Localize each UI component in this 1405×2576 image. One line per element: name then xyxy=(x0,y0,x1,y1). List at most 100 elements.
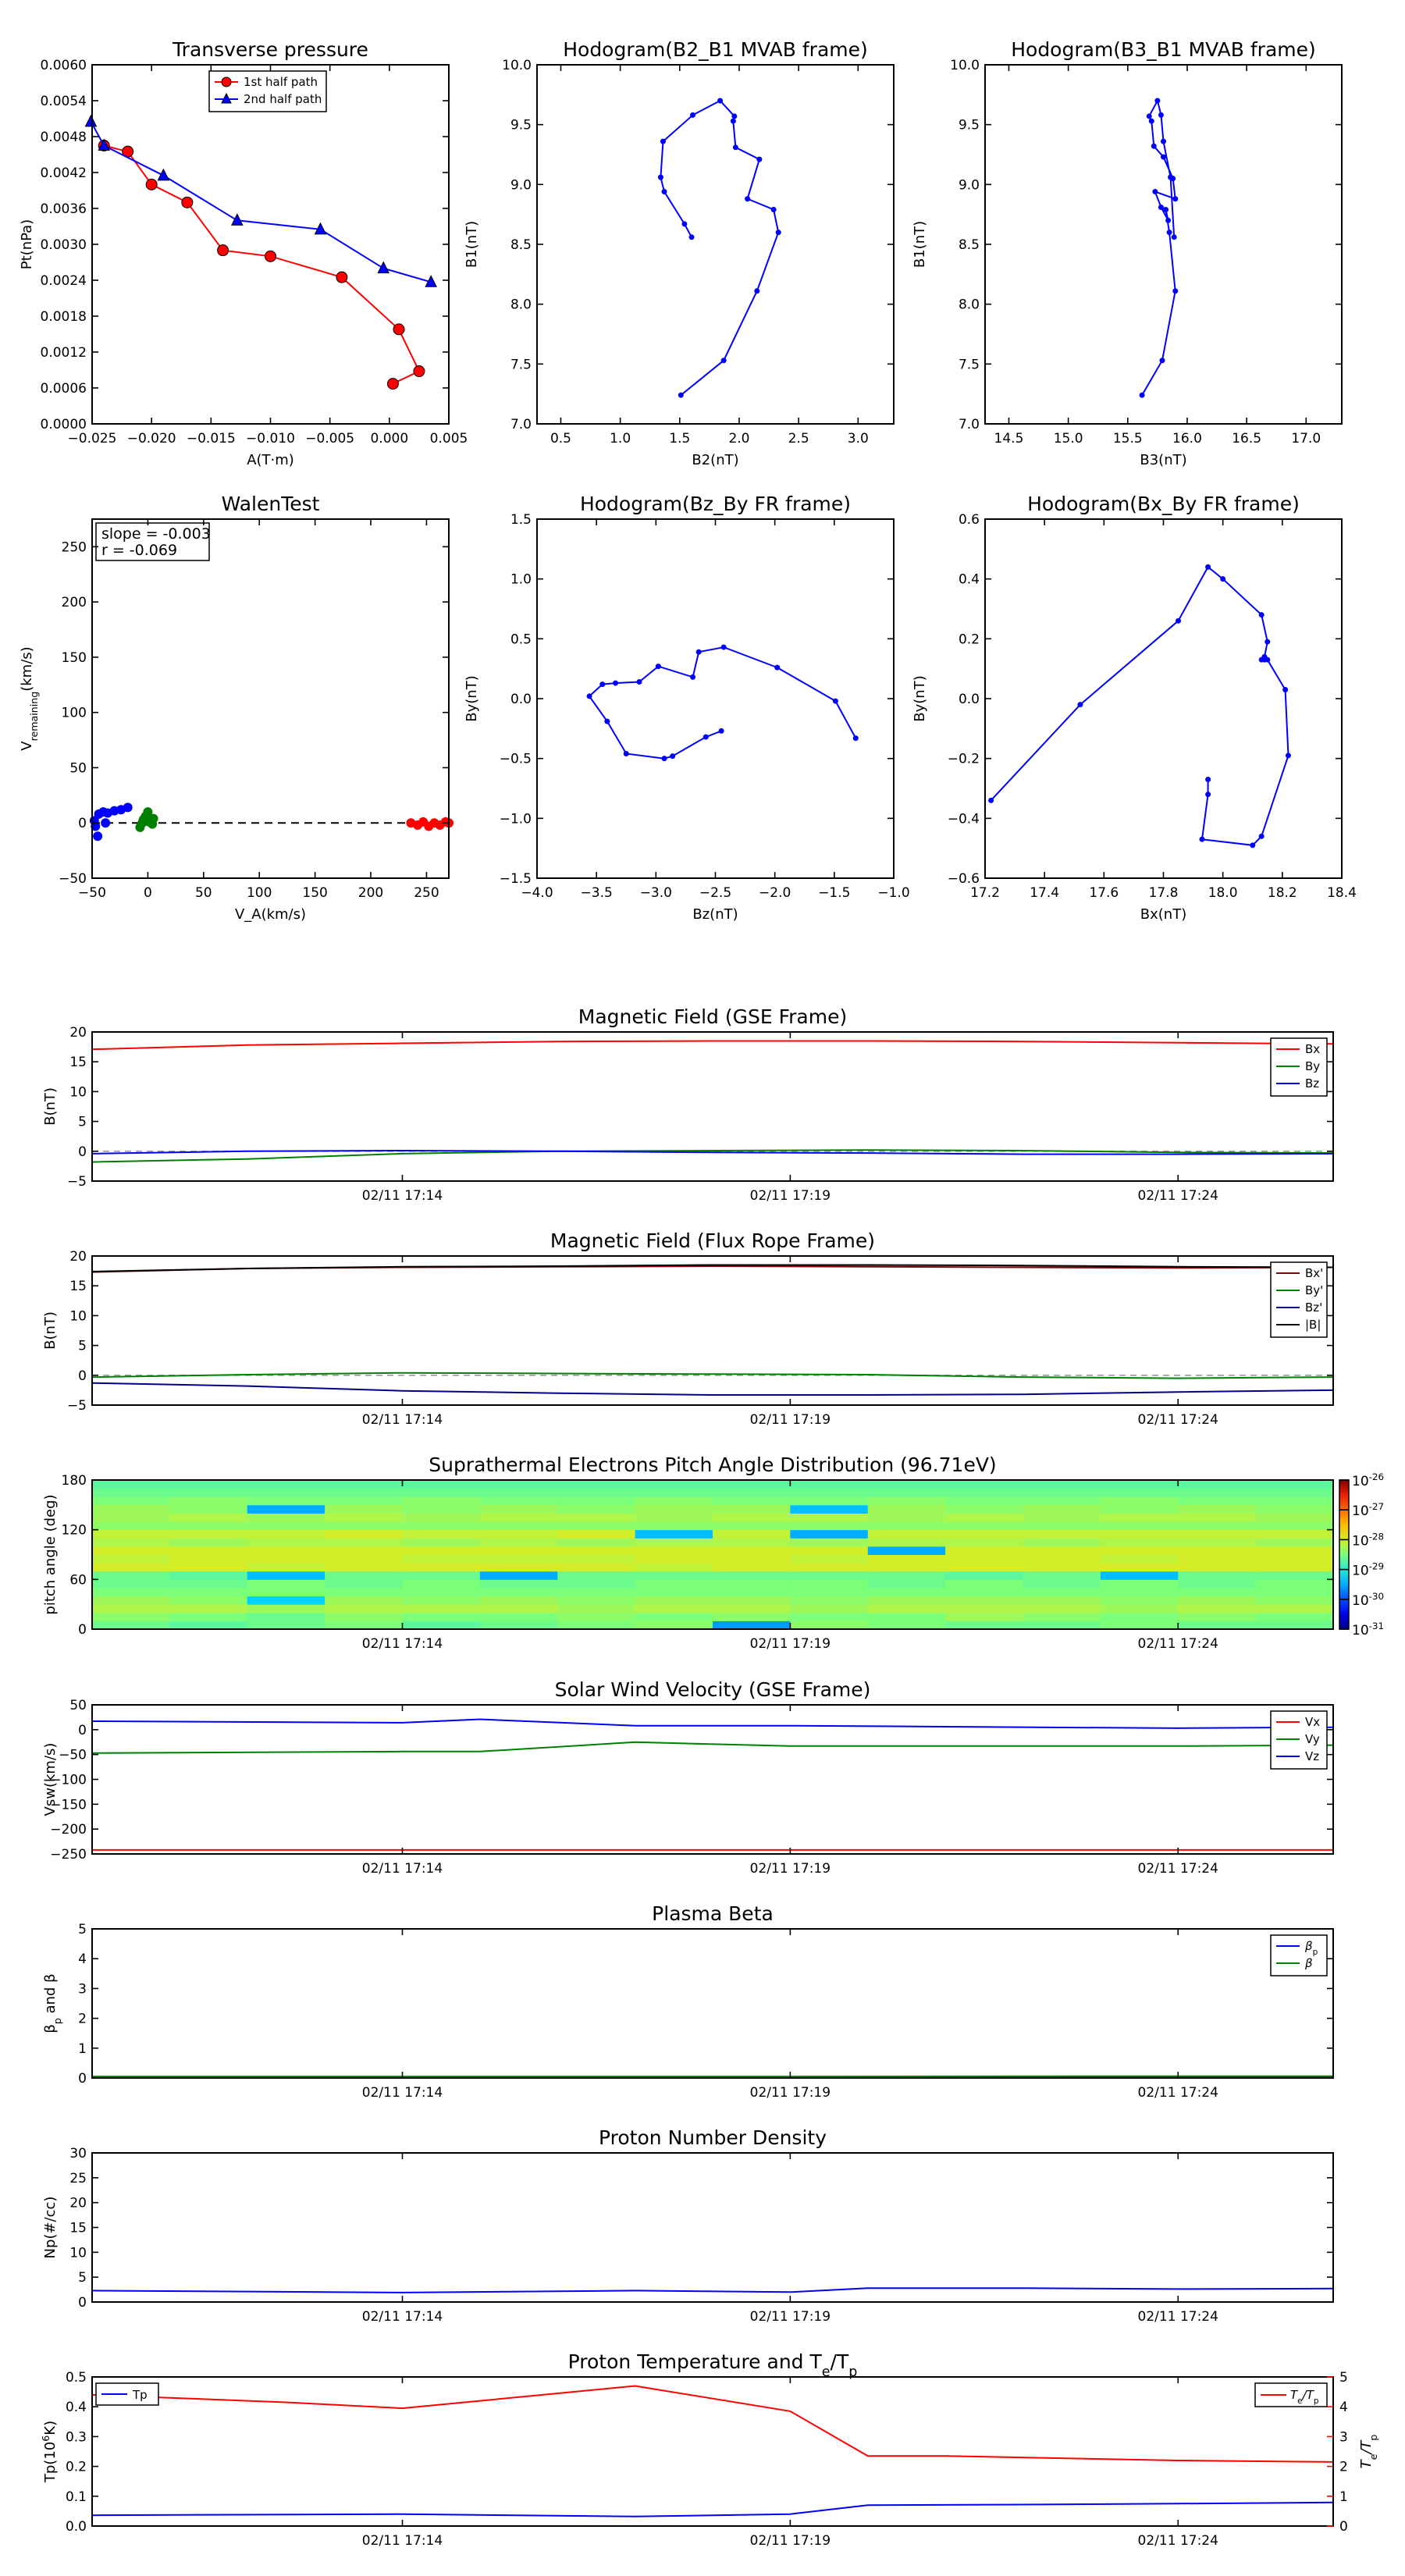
series-line xyxy=(91,1149,1334,1163)
heatmap-cell xyxy=(247,1563,325,1572)
heatmap-cell xyxy=(1100,1504,1179,1514)
right-y-tick-label: 3 xyxy=(1339,2429,1348,2445)
chart-title: Proton Number Density xyxy=(599,2126,827,2149)
x-tick-label: 02/11 17:19 xyxy=(750,1188,831,1204)
series-point xyxy=(1205,777,1211,782)
right-y-tick-label: 4 xyxy=(1339,2400,1348,2415)
chart-title-part: Proton Temperature and T xyxy=(568,2350,823,2373)
series-point xyxy=(681,221,688,227)
x-tick-label: −0.020 xyxy=(127,431,176,447)
heatmap-cell xyxy=(169,1546,248,1555)
heatmap-cell xyxy=(479,1513,558,1522)
heatmap-cell xyxy=(867,1513,946,1522)
chart-title-part: p xyxy=(848,2364,857,2380)
legend: Vx Vy Vz xyxy=(1270,1710,1328,1770)
heatmap-cell xyxy=(169,1496,248,1506)
series-point xyxy=(1146,113,1152,119)
chart-title: Plasma Beta xyxy=(652,1902,774,1925)
x-tick-label: −1.5 xyxy=(818,885,850,901)
series-point xyxy=(774,664,781,671)
heatmap-cell xyxy=(713,1504,791,1514)
series-point xyxy=(718,728,724,734)
y-tick-label: 0.0060 xyxy=(41,58,87,73)
heatmap-cell xyxy=(557,1563,636,1572)
heatmap-cell xyxy=(479,1587,558,1597)
scatter-point xyxy=(144,817,154,827)
y-tick-label: 20 xyxy=(69,1025,87,1041)
colorbar-tick-label-part: 10 xyxy=(1352,1474,1369,1489)
series-point xyxy=(695,649,702,655)
y-tick-label: 0 xyxy=(78,2295,87,2311)
legend-label: βp xyxy=(1304,1939,1318,1957)
legend-label-part: p xyxy=(1314,2396,1319,2406)
heatmap-cell xyxy=(1178,1571,1257,1580)
heatmap-cell xyxy=(1178,1563,1257,1572)
series-point xyxy=(655,664,661,670)
heatmap-cell xyxy=(713,1612,791,1621)
y-tick-label: −1.5 xyxy=(500,871,532,887)
transverse-pressure-chart: Transverse pressure A(T·m) Pt(nPa) −0.025 −0… xyxy=(19,38,468,468)
heatmap-cell xyxy=(945,1587,1023,1597)
heatmap-cell xyxy=(92,1554,170,1564)
heatmap-cell xyxy=(402,1529,481,1539)
right-y-axis-label-part: T xyxy=(1358,2458,1375,2468)
chart-title-part: /T xyxy=(831,2350,849,2373)
heatmap-cell xyxy=(1178,1596,1257,1605)
heatmap-cell xyxy=(945,1488,1023,1497)
series-point xyxy=(717,98,724,104)
heatmap-cell xyxy=(790,1621,869,1630)
heatmap-cell xyxy=(790,1529,869,1539)
y-axis-label-part: 6 xyxy=(40,2435,52,2442)
heatmap-cell xyxy=(1178,1480,1257,1489)
heatmap-cell xyxy=(945,1538,1023,1547)
heatmap-cell xyxy=(557,1521,636,1531)
heatmap-cell xyxy=(1023,1621,1101,1630)
heatmap-cell xyxy=(867,1587,946,1597)
series-point xyxy=(386,378,399,390)
y-tick-label: 0 xyxy=(78,1368,87,1384)
y-tick-label: −250 xyxy=(50,1847,87,1863)
heatmap-cell xyxy=(557,1480,636,1489)
x-tick-label: 16.0 xyxy=(1172,431,1202,447)
heatmap-cell xyxy=(1255,1504,1334,1514)
heatmap-cell xyxy=(1178,1538,1257,1547)
heatmap-cell xyxy=(1255,1571,1334,1580)
x-tick-label: 02/11 17:24 xyxy=(1138,1861,1218,1877)
heatmap-cell xyxy=(247,1521,325,1531)
y-tick-label: 0.5 xyxy=(66,2370,87,2386)
right-y-axis-label: Te/Tp xyxy=(1358,2435,1379,2469)
heatmap-cell xyxy=(945,1513,1023,1522)
heatmap-cell xyxy=(713,1480,791,1489)
series-point xyxy=(988,797,994,803)
heatmap-cell xyxy=(1100,1604,1179,1614)
y-tick-label: 10.0 xyxy=(502,58,532,73)
heatmap-cell xyxy=(557,1546,636,1555)
legend-marker xyxy=(221,76,232,87)
series-point xyxy=(832,698,838,704)
heatmap-cell xyxy=(713,1546,791,1555)
y-axis-label: By(nT) xyxy=(464,675,480,721)
series-point xyxy=(377,261,390,274)
series-point xyxy=(1258,612,1264,618)
heatmap-cell xyxy=(92,1571,170,1580)
y-tick-label: 0.0 xyxy=(510,692,532,707)
x-tick-label: 02/11 17:14 xyxy=(362,2085,443,2101)
legend-label-part: β xyxy=(1304,1939,1313,1953)
magnetic-field-gse-chart: Magnetic Field (GSE Frame) B(nT) 02/11 17:… xyxy=(42,1005,1334,1204)
heatmap-cell xyxy=(325,1529,403,1539)
y-tick-label: 8.5 xyxy=(510,237,532,253)
y-tick-label: 100 xyxy=(62,706,87,721)
legend-label-part: e xyxy=(1297,2396,1302,2406)
series-point xyxy=(599,681,606,688)
y-tick-label: 1.5 xyxy=(510,512,532,528)
heatmap-cell xyxy=(1100,1579,1179,1589)
y-tick-label: 15 xyxy=(69,1279,87,1294)
heatmap-cell xyxy=(247,1571,325,1580)
heatmap-cell xyxy=(325,1546,403,1555)
y-tick-label: −50 xyxy=(59,1748,87,1763)
y-tick-label: 120 xyxy=(62,1523,87,1539)
y-tick-label: 0 xyxy=(78,1622,87,1638)
chart-title: Magnetic Field (GSE Frame) xyxy=(578,1005,847,1028)
heatmap-cell xyxy=(402,1488,481,1497)
